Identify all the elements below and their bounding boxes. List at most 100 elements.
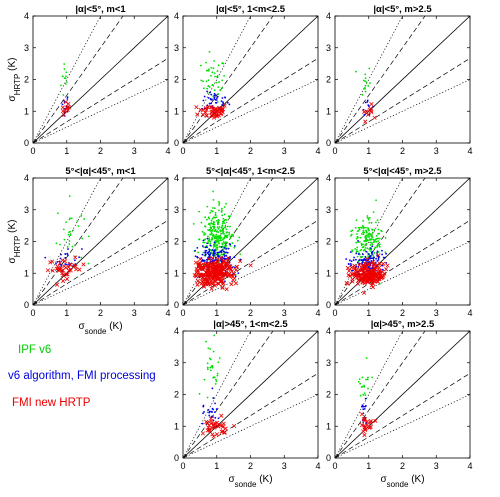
data-point (64, 272, 69, 277)
data-point (361, 417, 366, 422)
data-point (373, 240, 376, 243)
data-point (66, 246, 69, 248)
data-point (214, 101, 217, 104)
data-point (206, 242, 209, 245)
data-point (359, 394, 362, 397)
data-point (218, 81, 221, 83)
data-point (219, 254, 221, 257)
data-point (377, 240, 379, 242)
data-point (360, 259, 363, 261)
data-point (57, 260, 63, 266)
data-point (81, 248, 83, 250)
data-point (217, 64, 220, 67)
data-point (232, 423, 237, 429)
data-point (370, 260, 375, 265)
data-point (68, 240, 71, 242)
reference-line-dotted (33, 16, 101, 143)
data-point (368, 236, 371, 238)
data-point (362, 264, 367, 270)
data-point (67, 262, 73, 267)
data-point (69, 230, 71, 233)
data-point (212, 199, 215, 201)
data-point (375, 276, 380, 282)
data-point (202, 405, 205, 408)
data-point (216, 374, 219, 377)
data-point (219, 229, 222, 232)
data-point (236, 227, 238, 230)
y-axis-label: σHRTP (K) (7, 220, 22, 264)
data-point (221, 87, 224, 89)
data-point (213, 266, 219, 271)
data-point (370, 251, 373, 254)
reference-line-dotted (183, 16, 251, 143)
data-point (366, 112, 371, 117)
data-point (368, 229, 370, 232)
data-point (364, 101, 367, 104)
data-point (221, 242, 224, 245)
data-point (199, 64, 202, 67)
data-point (345, 265, 350, 271)
data-point (217, 361, 220, 364)
data-point (355, 281, 361, 286)
data-point (213, 334, 216, 337)
panel-plot-area (335, 178, 470, 305)
data-point (367, 268, 372, 274)
data-point (214, 432, 220, 437)
data-point (66, 101, 71, 106)
reference-line-dotted (33, 79, 168, 143)
data-point (372, 267, 377, 272)
data-point (210, 209, 213, 212)
data-point (232, 235, 235, 238)
data-point (350, 260, 353, 263)
data-point (223, 242, 226, 245)
x-tick-label: 1 (214, 146, 219, 156)
data-point (227, 215, 230, 218)
data-point (221, 253, 224, 256)
data-point (211, 248, 214, 251)
data-point (355, 241, 358, 244)
data-point (219, 264, 224, 269)
data-point (349, 251, 352, 254)
data-point (219, 89, 222, 92)
data-point (218, 242, 220, 245)
data-point (358, 277, 364, 282)
data-point (380, 229, 382, 232)
data-point (206, 368, 209, 371)
data-point (222, 272, 227, 277)
y-tick-label: 0 (326, 453, 331, 463)
data-point (381, 249, 383, 252)
data-point (350, 269, 353, 272)
panel-plot-area (33, 178, 168, 305)
y-tick-label: 1 (326, 106, 331, 116)
data-point (203, 241, 206, 244)
panel-r1c2: 0 1 2 3 4 0 1 2 3 4 |α|<5°, 1<m<2.5 (174, 4, 321, 156)
panel-title: |α|>45°, 1<m<2.5 (213, 319, 288, 330)
data-point (67, 233, 70, 236)
data-point (356, 278, 361, 283)
data-point (384, 236, 387, 239)
data-point (362, 432, 367, 438)
data-point (211, 387, 214, 390)
data-point (352, 259, 355, 261)
reference-line-dotted (335, 79, 470, 143)
data-point (358, 378, 361, 381)
data-point (366, 378, 369, 381)
data-point (214, 420, 220, 425)
data-point (65, 221, 68, 224)
data-point (222, 430, 227, 435)
reference-line-dashed (183, 178, 274, 305)
data-point (229, 243, 232, 246)
data-point (363, 119, 368, 124)
data-point (216, 253, 219, 256)
y-tick-label: 0 (326, 300, 331, 310)
data-point (223, 253, 225, 256)
data-point (364, 77, 367, 80)
data-point (54, 282, 60, 287)
data-point (368, 221, 371, 224)
data-point (378, 237, 381, 240)
panel-r3c2: 0 1 2 3 4 0 1 2 3 4 |α|>45°, 1<m<2.5 σsonde (K) (174, 319, 321, 489)
data-point (222, 231, 225, 234)
data-point (248, 263, 253, 268)
data-point (64, 276, 70, 282)
panel-r1c1: 0 1 2 3 4 0 1 2 3 4 |α|<5°, m<1 σHRTP (K) (7, 4, 171, 156)
